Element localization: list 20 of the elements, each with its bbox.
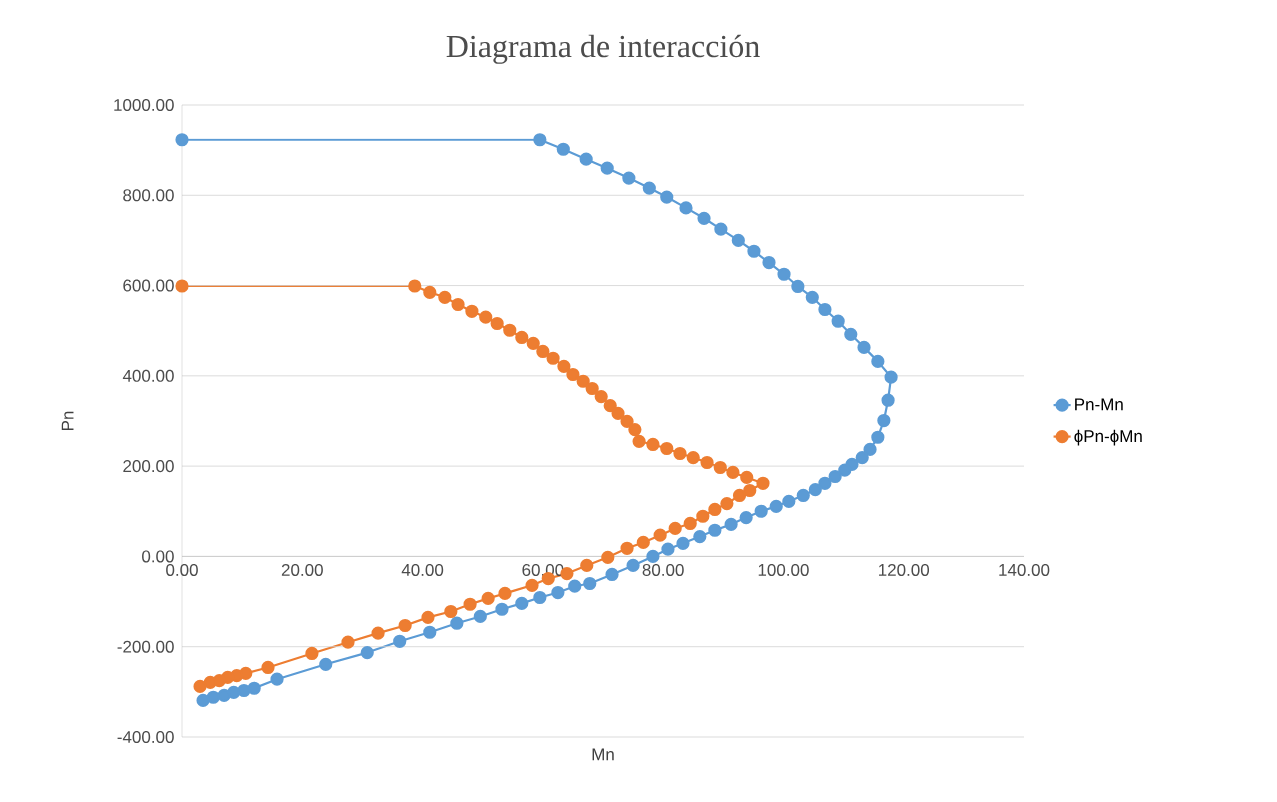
legend-label: ϕPn-ϕMn bbox=[1074, 429, 1142, 446]
x-tick-label: 120.00 bbox=[879, 563, 930, 576]
y-tick-label: 0.00 bbox=[142, 550, 174, 563]
y-tick-label: 1000.00 bbox=[114, 98, 174, 112]
y-tick-label: 400.00 bbox=[122, 369, 174, 382]
y-tick-label: 200.00 bbox=[123, 460, 174, 473]
x-tick-label: 0.00 bbox=[166, 563, 198, 576]
y-tick-label: 600.00 bbox=[123, 279, 174, 292]
x-tick-label: 20.00 bbox=[281, 563, 323, 576]
chart-title: Diagrama de interacción bbox=[446, 34, 760, 64]
y-tick-label: -400.00 bbox=[117, 730, 174, 744]
x-tick-label: 140.00 bbox=[999, 563, 1050, 576]
x-axis-title: Mn bbox=[592, 748, 614, 761]
y-axis-title: Pn bbox=[61, 411, 74, 430]
legend-label: Pn-Mn bbox=[1075, 398, 1123, 411]
x-tick-label: 100.00 bbox=[758, 563, 809, 576]
y-tick-label: 800.00 bbox=[123, 189, 174, 202]
x-tick-label: 40.00 bbox=[401, 563, 444, 576]
x-tick-label: 80.00 bbox=[642, 563, 684, 576]
y-tick-label: -200.00 bbox=[117, 640, 174, 653]
